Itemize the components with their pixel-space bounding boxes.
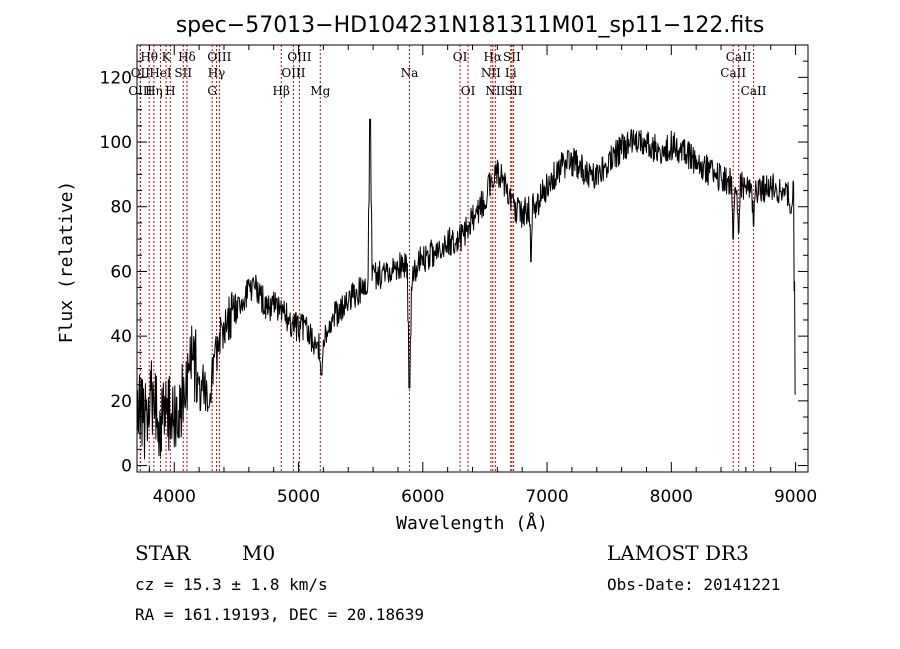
spectrum-series bbox=[136, 118, 796, 460]
x-tick-label-1: 5000 bbox=[277, 487, 320, 507]
line-marker-label-18: OI bbox=[461, 84, 476, 98]
spectrum-line bbox=[136, 118, 796, 460]
line-marker-label-15: Mg bbox=[310, 84, 330, 98]
subclass-label: M0 bbox=[242, 541, 275, 565]
line-marker-label-10: Hγ bbox=[208, 66, 226, 80]
line-marker-label-19: Hα bbox=[483, 50, 502, 64]
line-marker-label-11: G bbox=[207, 84, 217, 98]
y-tick-label-6: 120 bbox=[100, 68, 132, 88]
class-label: STAR bbox=[135, 541, 191, 565]
line-marker-label-5: K bbox=[162, 50, 172, 64]
line-marker-label-14: Hβ bbox=[273, 84, 290, 98]
x-tick-label-4: 8000 bbox=[650, 487, 693, 507]
plot-frame bbox=[136, 44, 809, 473]
line-marker-label-17: OI bbox=[453, 50, 468, 64]
y-tick-label-5: 100 bbox=[100, 133, 132, 153]
x-axis-label: Wavelength (Å) bbox=[396, 512, 548, 534]
line-marker-label-13: OIII bbox=[281, 66, 305, 80]
y-tick-label-2: 40 bbox=[110, 327, 132, 347]
y-axis-label: Flux (relative) bbox=[56, 181, 77, 344]
obs-date-text: Obs-Date: 20141221 bbox=[607, 575, 780, 594]
y-tick-label-0: 0 bbox=[121, 457, 132, 477]
redshift-text: cz = 15.3 ± 1.8 km/s bbox=[135, 575, 328, 594]
line-marker-label-12: OIII bbox=[287, 50, 311, 64]
line-marker-label-24: SII bbox=[505, 84, 523, 98]
line-marker-label-21: NII bbox=[485, 84, 505, 98]
chart-title: spec−57013−HD104231N181311M01_sp11−122.f… bbox=[176, 13, 765, 38]
line-marker-label-4: HeI bbox=[149, 66, 172, 80]
line-marker-label-25: CaII bbox=[726, 50, 752, 64]
x-tick-label-0: 4000 bbox=[153, 487, 196, 507]
line-marker-label-6: H bbox=[165, 84, 175, 98]
survey-label: LAMOST DR3 bbox=[607, 541, 749, 565]
line-marker-label-16: Na bbox=[401, 66, 419, 80]
y-tick-label-3: 60 bbox=[110, 262, 132, 282]
line-marker-label-0: Hθ bbox=[140, 50, 158, 64]
x-tick-label-2: 6000 bbox=[401, 487, 444, 507]
line-marker-label-22: SII bbox=[503, 50, 521, 64]
line-marker-label-26: CaII bbox=[720, 66, 746, 80]
x-tick-label-5: 9000 bbox=[774, 487, 817, 507]
line-marker-label-27: CaII bbox=[741, 84, 767, 98]
line-marker-label-9: OIII bbox=[207, 50, 231, 64]
x-tick-label-3: 7000 bbox=[525, 487, 568, 507]
line-marker-label-2: OIII bbox=[128, 84, 152, 98]
coordinates-text: RA = 161.19193, DEC = 20.18639 bbox=[135, 605, 424, 624]
line-marker-label-23: Li bbox=[505, 66, 517, 80]
line-marker-label-7: SII bbox=[174, 66, 192, 80]
line-marker-label-8: Hδ bbox=[178, 50, 196, 64]
line-marker-label-3: Hη bbox=[145, 84, 163, 98]
y-tick-label-1: 20 bbox=[110, 392, 132, 412]
axis-ticks: 4000 5000 6000 7000 8000 9000 0 20 40 60 80 100 120 bbox=[100, 45, 817, 507]
y-tick-label-4: 80 bbox=[110, 198, 132, 218]
line-marker-label-20: NII bbox=[481, 66, 501, 80]
